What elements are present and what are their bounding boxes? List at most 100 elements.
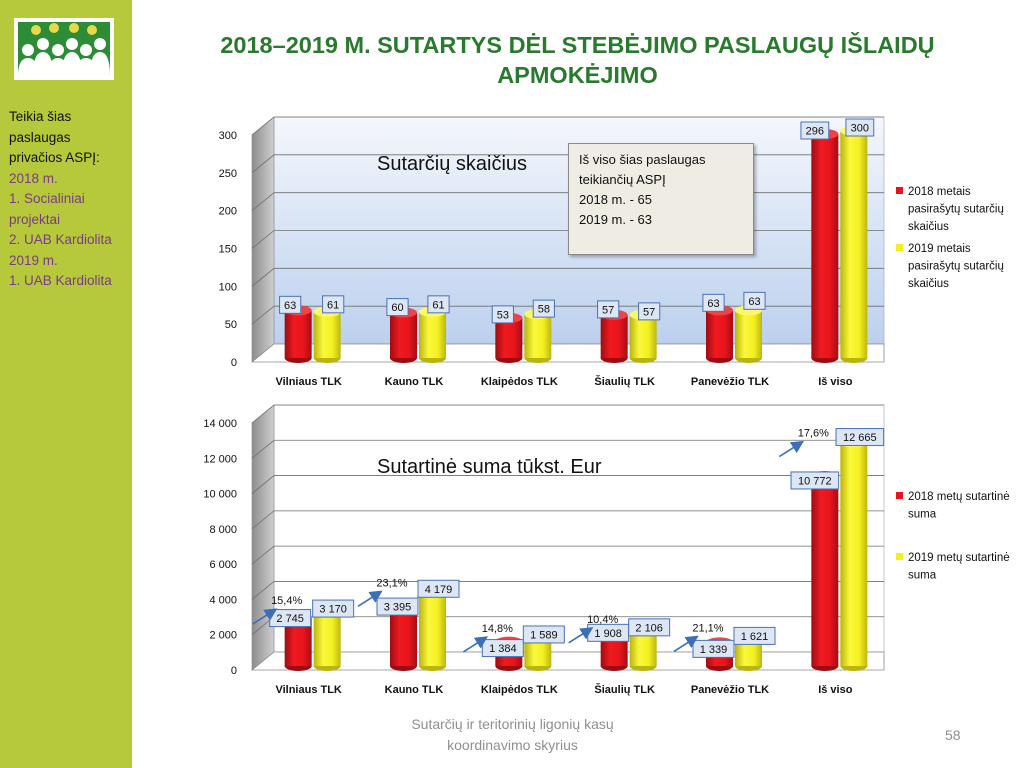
- growth-percent-label: 23,1%: [376, 577, 407, 589]
- growth-percent-label: 10,4%: [587, 614, 618, 626]
- bar-body: [706, 310, 733, 358]
- x-tick-label: Panevėžio TLK: [691, 376, 769, 388]
- data-label-box: [427, 295, 450, 314]
- legend-label: skaičius: [908, 221, 949, 233]
- bar-2019: [313, 605, 341, 671]
- data-label-box: [312, 599, 355, 618]
- page-number: 58: [945, 727, 961, 743]
- x-tick-label: Panevėžio TLK: [691, 684, 769, 696]
- bar-2019: [419, 306, 446, 363]
- data-label: 58: [538, 304, 550, 316]
- y-tick-label: 8 000: [209, 524, 237, 536]
- x-tick-label: Šiaulių TLK: [594, 683, 655, 696]
- data-label-box: [491, 305, 514, 324]
- growth-percent-label: 14,8%: [482, 623, 513, 635]
- data-label: 61: [432, 299, 444, 311]
- gridline: [251, 404, 884, 424]
- gridline: [251, 305, 884, 325]
- x-tick-label: Klaipėdos TLK: [481, 684, 558, 696]
- y-tick-label: 0: [231, 665, 237, 677]
- bar-body: [840, 442, 868, 666]
- chart-floor: [250, 651, 885, 671]
- data-label: 63: [748, 296, 760, 308]
- bar-2019: [735, 305, 762, 363]
- info-box-line: 2018 m. - 65: [579, 192, 652, 207]
- data-label-box: [835, 428, 885, 447]
- chart-title: Sutartinė suma tūkst. Eur: [377, 456, 602, 478]
- data-label: 53: [497, 309, 509, 321]
- data-label-box: [376, 597, 419, 616]
- legend-label: skaičius: [908, 278, 949, 290]
- footer-line: koordinavimo skyrius: [447, 737, 578, 753]
- data-label: 1 384: [489, 643, 517, 655]
- data-label-box: [628, 618, 671, 637]
- bar-2018: [811, 129, 839, 363]
- legend-label: 2019 metų sutartinė: [908, 552, 1010, 564]
- sidebar: Teikia šias paslaugas privačios ASPĮ: 20…: [0, 0, 132, 768]
- gridline: [251, 510, 884, 530]
- bar-2018: [811, 470, 839, 671]
- bar-body: [524, 314, 552, 358]
- x-tick-label: Kauno TLK: [385, 376, 444, 388]
- growth-arrow-icon: [357, 590, 383, 607]
- y-tick-label: 14 000: [203, 418, 237, 430]
- y-tick-label: 50: [225, 319, 237, 331]
- legend-swatch: [896, 187, 903, 194]
- data-label: 63: [284, 300, 296, 312]
- legend-label: pasirašytų sutarčių: [908, 204, 1004, 216]
- bar-body: [390, 312, 417, 358]
- legend-swatch: [896, 492, 903, 499]
- growth-arrow-icon: [252, 608, 278, 625]
- footer-department: Sutarčių ir teritorinių ligonių kasų koo…: [340, 714, 685, 756]
- data-label-box: [800, 121, 830, 140]
- sidebar-line: 2. UAB Kardiolita: [9, 232, 112, 247]
- provider-count-info-box: Iš viso šias paslaugas teikiančių ASPĮ 2…: [568, 143, 754, 255]
- y-tick-label: 250: [219, 168, 237, 180]
- x-tick-label: Kauno TLK: [385, 684, 444, 696]
- sidebar-line: projektai: [9, 211, 61, 227]
- legend-label: 2018 metų sutartinė: [908, 491, 1010, 503]
- logo-people-icon: [14, 18, 114, 80]
- sidebar-line: paslaugas: [9, 129, 71, 145]
- sidebar-line: 2019 m.: [9, 252, 58, 268]
- info-box-line: Iš viso šias paslaugas: [579, 152, 706, 167]
- legend-label: suma: [908, 570, 937, 582]
- y-tick-label: 0: [231, 357, 237, 369]
- bar-body: [811, 134, 839, 358]
- legend-label: pasirašytų sutarčių: [908, 261, 1004, 273]
- growth-arrow-icon: [568, 627, 594, 644]
- data-label: 300: [851, 123, 869, 135]
- y-tick-label: 2 000: [209, 630, 237, 642]
- data-label-box: [733, 626, 776, 645]
- gridline: [251, 475, 884, 494]
- y-tick-label: 10 000: [203, 489, 237, 501]
- bar-body: [735, 310, 762, 358]
- legend-label: 2019 metais: [908, 243, 971, 255]
- chart-title: Sutarčių skaičius: [377, 153, 527, 175]
- data-label-box: [692, 639, 735, 658]
- info-box-line: teikiančių ASPĮ: [579, 172, 666, 187]
- y-tick-label: 200: [219, 206, 237, 218]
- info-box-line: 2019 m. - 63: [579, 212, 652, 227]
- sidebar-line: 1. UAB Kardiolita: [9, 273, 112, 288]
- y-tick-label: 6 000: [209, 559, 237, 571]
- x-tick-label: Šiaulių TLK: [594, 375, 655, 388]
- sidebar-line: 2018 m.: [9, 170, 58, 186]
- sidebar-line: privačios ASPĮ:: [9, 150, 100, 165]
- x-tick-label: Iš viso: [818, 684, 853, 696]
- bar-body: [419, 592, 446, 666]
- bar-body: [629, 314, 657, 358]
- data-label-box: [845, 118, 875, 137]
- y-tick-label: 12 000: [203, 453, 237, 465]
- bar-2019: [419, 587, 446, 671]
- data-label: 61: [327, 299, 339, 311]
- y-tick-label: 300: [219, 130, 237, 142]
- data-label: 1 621: [741, 631, 769, 643]
- x-tick-label: Vilniaus TLK: [275, 376, 341, 388]
- data-label: 2 745: [276, 613, 304, 625]
- data-label: 1 589: [530, 629, 558, 641]
- y-tick-label: 100: [219, 281, 237, 293]
- footer-line: Sutarčių ir teritorinių ligonių kasų: [411, 716, 614, 732]
- slide-title-line: APMOKĖJIMO: [497, 62, 658, 88]
